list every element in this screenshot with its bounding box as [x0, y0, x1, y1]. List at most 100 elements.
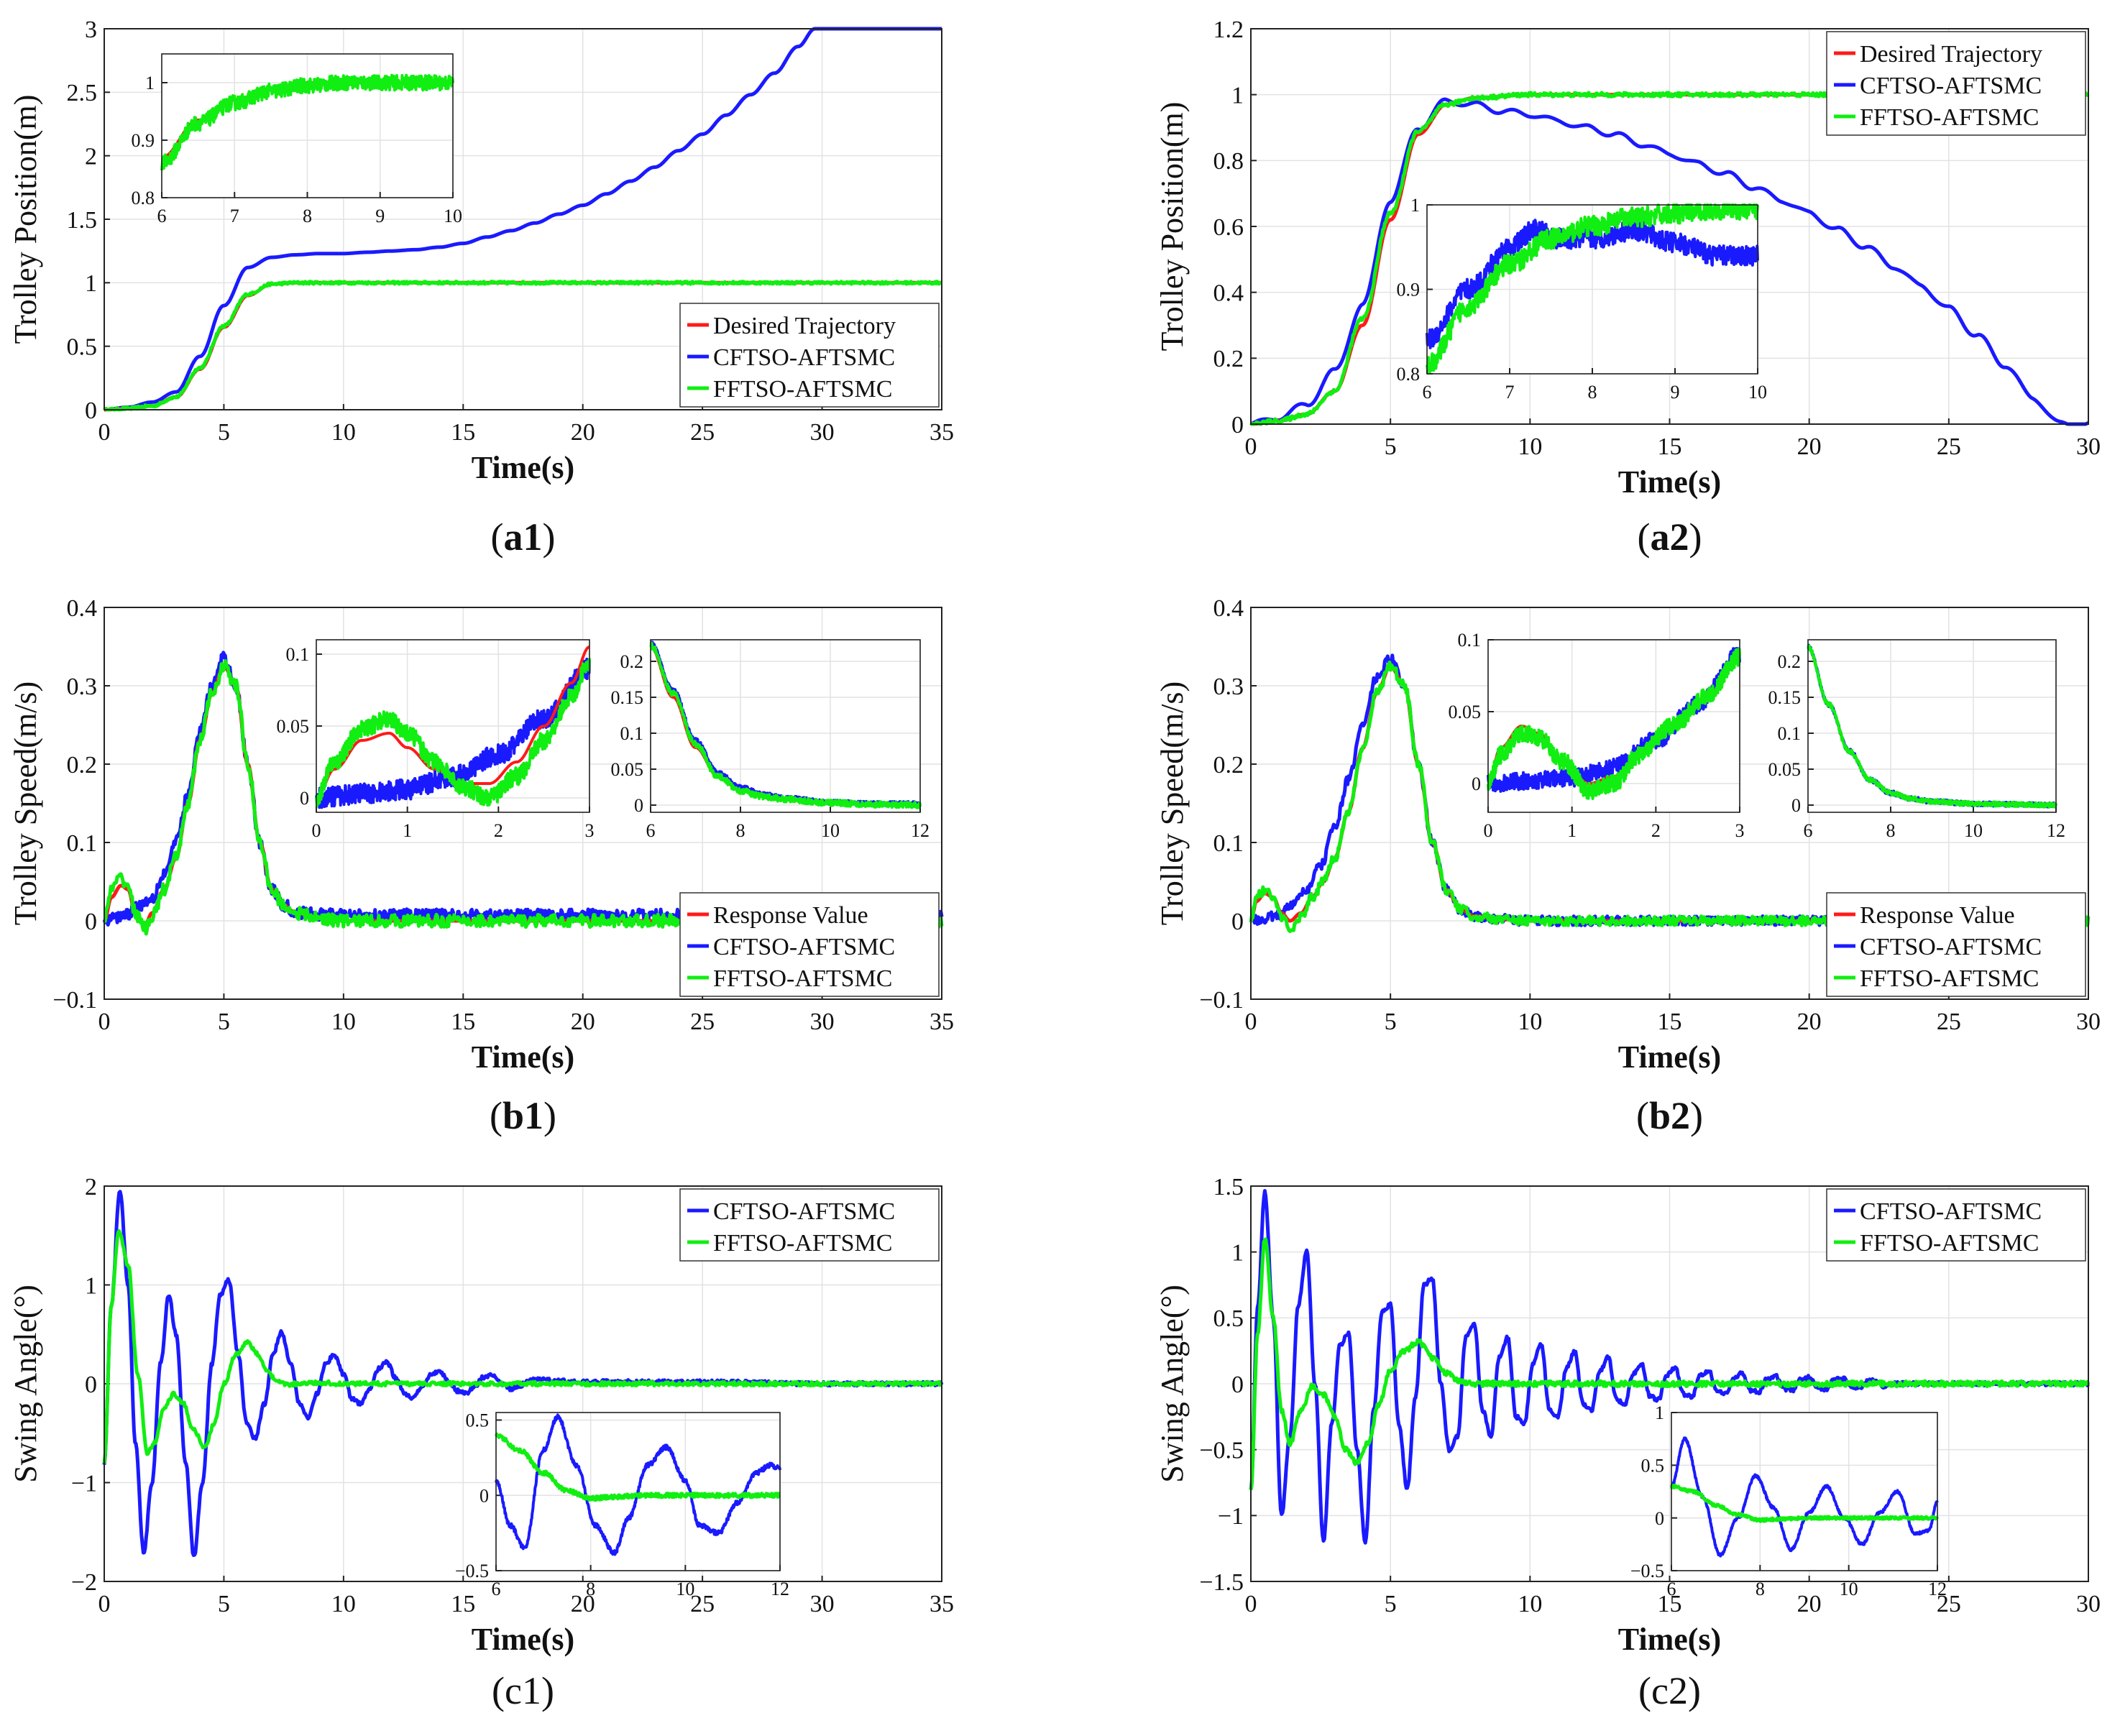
- axis-ytick-label: −0.5: [1199, 1438, 1244, 1464]
- paren: (: [1636, 1094, 1649, 1137]
- inset-xtick-label: 12: [771, 1579, 789, 1599]
- inset-xtick-label: 8: [586, 1579, 595, 1599]
- axis-xtick-label: 0: [98, 1591, 111, 1617]
- axis-ytick-label: 2: [85, 1174, 97, 1200]
- axis-ytick-label: 0.2: [67, 752, 98, 779]
- axis-ytick-label: 1: [1231, 83, 1244, 109]
- legend-box: [679, 1188, 940, 1262]
- legend-entry: CFTSO-AFTSMC: [713, 934, 895, 960]
- legend: Desired Trajectory CFTSO-AFTSMC FFTSO-AFTS…: [1826, 31, 2086, 136]
- inset-series-fftso-aftsmc: [1487, 647, 1741, 800]
- axis-xtick-label: 0: [98, 419, 111, 446]
- inset-xtick-label: 8: [1886, 820, 1896, 841]
- panel-label: (b1): [490, 1094, 556, 1137]
- axis-ytick-label: 0.1: [1213, 830, 1244, 857]
- axis-ytick-label: 0.3: [67, 674, 98, 700]
- panel-label: (b2): [1636, 1094, 1703, 1137]
- inset-ytick-label: 0: [1791, 795, 1801, 816]
- inset-ytick-label: 1: [145, 73, 155, 93]
- inset-xtick-label: 1: [403, 820, 412, 841]
- x-axis-label: Time(s): [1618, 1622, 1721, 1657]
- inset-frame: [495, 1412, 781, 1571]
- axis-xtick-label: 15: [1658, 433, 1682, 460]
- inset-frame: [316, 639, 590, 813]
- axes-frame: [1250, 28, 2089, 425]
- axis-xtick-label: 25: [1937, 1591, 1961, 1617]
- axis-xtick-label: 15: [451, 1009, 475, 1035]
- inset-plot-bg: [651, 640, 920, 812]
- inset-frame: [161, 53, 454, 198]
- inset-series-fftso-aftsmc: [1807, 644, 2057, 809]
- axis-ytick-label: 0.2: [1213, 752, 1244, 779]
- panel-label-text: a2: [1651, 515, 1689, 559]
- axis-xtick-label: 25: [1937, 1009, 1961, 1035]
- inset-xtick-label: 6: [1423, 382, 1432, 403]
- inset-ytick-label: 0.5: [466, 1410, 490, 1431]
- legend: CFTSO-AFTSMC FFTSO-AFTSMC: [1826, 1188, 2086, 1262]
- inset-plot-bg: [1808, 640, 2056, 812]
- inset-xtick-label: 0: [1484, 820, 1493, 841]
- axis-xtick-label: 30: [2076, 433, 2101, 460]
- inset-ytick-label: 0.9: [1397, 280, 1421, 300]
- inset-ytick-label: 0.15: [611, 687, 644, 708]
- inset-xtick-label: 10: [1964, 820, 1983, 841]
- legend: Response Value CFTSO-AFTSMC FFTSO-AFTSMC: [679, 892, 940, 997]
- inset-xtick-label: 8: [736, 820, 745, 841]
- panel-label-text: a1: [504, 515, 543, 559]
- inset-ytick-label: 0.2: [620, 651, 644, 672]
- axis-xtick-label: 20: [1797, 1591, 1822, 1617]
- inset-ytick-label: −0.5: [455, 1561, 489, 1581]
- axis-xtick-label: 0: [1245, 433, 1257, 460]
- axis-xtick-label: 10: [331, 1591, 356, 1617]
- legend: Response Value CFTSO-AFTSMC FFTSO-AFTSMC: [1826, 892, 2086, 997]
- inset-xtick-label: 10: [821, 820, 840, 841]
- axis-ytick-label: 0.1: [67, 830, 98, 857]
- axis-xtick-label: 5: [218, 1009, 230, 1035]
- axis-ytick-label: 0.2: [1213, 346, 1244, 372]
- axis-xtick-label: 5: [218, 1591, 230, 1617]
- inset-xtick-label: 12: [2047, 820, 2065, 841]
- inset-xtick-label: 3: [1735, 820, 1745, 841]
- legend-entry: Desired Trajectory: [1860, 41, 2042, 68]
- paren: ): [543, 515, 556, 559]
- inset-xtick-label: 9: [1671, 382, 1680, 403]
- y-axis-label: Trolley Position(m): [1155, 102, 1190, 352]
- inset-ytick-label: 0.1: [1458, 630, 1482, 651]
- panel-label-text: c2: [1651, 1669, 1688, 1712]
- axes-frame: [1250, 607, 2089, 1000]
- legend-box: [1826, 31, 2086, 136]
- axis-xtick-label: 35: [930, 419, 954, 446]
- axis-ytick-label: −2: [71, 1569, 97, 1596]
- paren: (: [1638, 1669, 1651, 1712]
- legend: Desired Trajectory CFTSO-AFTSMC FFTSO-AFTS…: [679, 303, 940, 408]
- axis-xtick-label: 35: [930, 1591, 954, 1617]
- inset-b1-0: 0 1 2 3 0 0.05 0.1: [277, 639, 595, 841]
- inset-ytick-label: 0.05: [1768, 759, 1802, 780]
- inset-ytick-label: 0: [479, 1485, 489, 1506]
- inset-frame: [1487, 639, 1740, 813]
- axis-ytick-label: −0.1: [52, 987, 97, 1014]
- axis-xtick-label: 25: [690, 419, 715, 446]
- axis-xtick-label: 25: [690, 1009, 715, 1035]
- axis-xtick-label: 35: [930, 1009, 954, 1035]
- main-series-cftso-aftsmc: [1249, 97, 2090, 426]
- inset-series-fftso-aftsmc: [315, 658, 591, 808]
- axis-ytick-label: 0.4: [67, 595, 98, 622]
- panel-label: (c2): [1638, 1669, 1701, 1712]
- inset-ytick-label: 0.05: [277, 716, 310, 737]
- axis-ytick-label: −1: [71, 1470, 97, 1497]
- inset-xtick-label: 6: [1804, 820, 1813, 841]
- x-axis-label: Time(s): [472, 1622, 574, 1657]
- inset-xtick-label: 8: [1588, 382, 1597, 403]
- inset-xtick-label: 0: [312, 820, 321, 841]
- main-series-fftso-aftsmc: [102, 1229, 943, 1464]
- main-series-fftso-aftsmc: [103, 280, 943, 412]
- axis-xtick-label: 5: [1385, 1591, 1397, 1617]
- paren: ): [543, 1094, 556, 1137]
- axis-xtick-label: 30: [2076, 1591, 2101, 1617]
- axis-ytick-label: 0.4: [1213, 280, 1244, 307]
- legend-entry: FFTSO-AFTSMC: [1860, 1230, 2039, 1257]
- axis-ytick-label: 0.4: [1213, 595, 1244, 622]
- inset-ytick-label: 0.2: [1778, 651, 1802, 672]
- axis-xtick-label: 10: [1518, 1591, 1542, 1617]
